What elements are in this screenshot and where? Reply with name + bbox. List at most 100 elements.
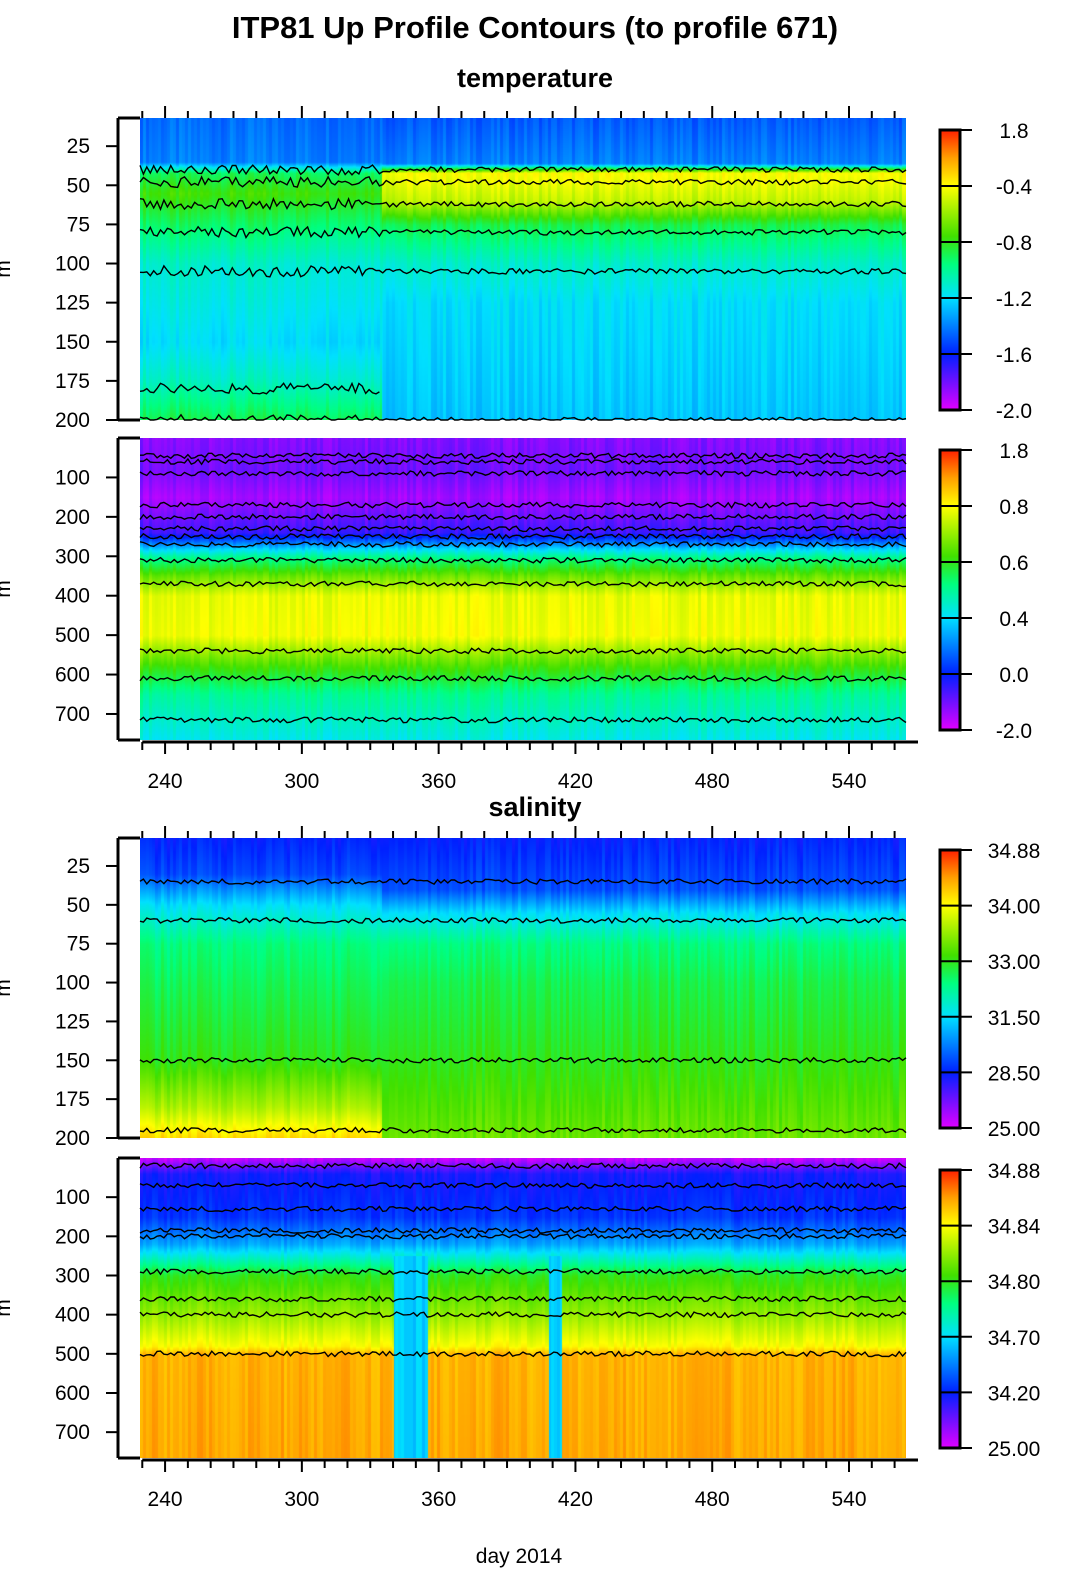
x-tick-label: 480 <box>695 1488 730 1511</box>
x-tick-label: 300 <box>284 770 319 793</box>
contour-line <box>139 580 907 588</box>
colorbar-label: 34.84 <box>988 1216 1041 1239</box>
contour-line <box>139 264 907 278</box>
colorbar <box>938 448 962 732</box>
y-tick-label: 100 <box>55 972 90 995</box>
colorbar <box>938 1168 962 1450</box>
salinity-subtitle: salinity <box>488 792 582 822</box>
colorbar-label: 31.50 <box>988 1007 1041 1030</box>
contour-line <box>139 501 907 509</box>
contour-line <box>139 556 907 564</box>
y-tick-label: 200 <box>55 506 90 529</box>
contour-line <box>139 413 907 422</box>
contour-line <box>139 1126 907 1135</box>
y-tick-label: 25 <box>67 135 90 158</box>
colorbar-label: 25.00 <box>988 1438 1041 1461</box>
x-tick-label: 360 <box>421 1488 456 1511</box>
contour-line <box>139 1350 907 1358</box>
y-tick-label: 150 <box>55 1049 90 1072</box>
y-tick-label: 200 <box>55 409 90 432</box>
x-tick-label: 360 <box>421 770 456 793</box>
y-axis-label: m <box>0 979 15 997</box>
contour-line <box>139 164 907 177</box>
colorbar <box>938 848 962 1130</box>
contour-line <box>139 916 907 925</box>
heatmap-temperature-lower <box>140 438 906 740</box>
y-tick-label: 75 <box>67 213 90 236</box>
colorbar-label: -2.0 <box>996 720 1032 743</box>
y-tick-label: 300 <box>55 545 90 568</box>
y-tick-label: 175 <box>55 370 90 393</box>
colorbar-label: -0.8 <box>996 232 1032 255</box>
y-tick-label: 100 <box>55 253 90 276</box>
colorbar-label: 25.00 <box>988 1118 1041 1141</box>
contour-line <box>139 1181 907 1190</box>
y-tick-label: 125 <box>55 292 90 315</box>
heatmap-salinity-upper <box>140 838 906 1138</box>
colorbar-label: 0.4 <box>999 608 1029 631</box>
contour-line <box>139 381 380 395</box>
colorbar-label: 1.8 <box>999 120 1028 143</box>
y-tick-label: 150 <box>55 331 90 354</box>
colorbar-label: 34.70 <box>988 1327 1041 1350</box>
colorbar-label: 0.6 <box>999 552 1028 575</box>
contour-line <box>139 1232 907 1240</box>
colorbar-label: 0.0 <box>999 664 1028 687</box>
x-tick-label: 420 <box>558 1488 593 1511</box>
contour-line <box>139 1205 907 1213</box>
colorbar-label: 34.00 <box>988 896 1041 919</box>
x-tick-label: 540 <box>831 1488 866 1511</box>
y-tick-label: 200 <box>55 1225 90 1248</box>
y-tick-label: 175 <box>55 1088 90 1111</box>
contour-line <box>139 1310 907 1319</box>
chart-title: ITP81 Up Profile Contours (to profile 67… <box>231 10 839 45</box>
y-tick-label: 100 <box>55 1186 90 1209</box>
y-tick-label: 700 <box>55 1421 90 1444</box>
x-tick-label: 240 <box>148 1488 183 1511</box>
contour-line <box>139 532 907 541</box>
colorbar <box>938 128 962 412</box>
contour-line <box>139 175 907 189</box>
colorbar-label: 34.88 <box>988 840 1041 863</box>
contour-line <box>139 513 907 521</box>
contour-line <box>139 1162 907 1170</box>
x-tick-label: 300 <box>284 1488 319 1511</box>
y-tick-label: 50 <box>67 894 90 917</box>
contour-line <box>139 716 907 724</box>
contour-line <box>139 196 907 212</box>
contour-line <box>139 540 907 549</box>
y-tick-label: 500 <box>55 624 90 647</box>
y-tick-label: 700 <box>55 703 90 726</box>
colorbar-label: 33.00 <box>988 951 1041 974</box>
y-tick-label: 300 <box>55 1264 90 1287</box>
x-tick-label: 420 <box>558 770 593 793</box>
contour-line <box>139 877 907 886</box>
y-tick-label: 600 <box>55 664 90 687</box>
contour-line <box>139 225 907 239</box>
colorbar-label: -0.4 <box>996 176 1033 199</box>
y-axis-label: m <box>0 260 15 278</box>
contour-line <box>140 457 907 466</box>
colorbar-label: 28.50 <box>988 1062 1041 1085</box>
colorbar-label: 34.80 <box>988 1271 1041 1294</box>
y-tick-label: 100 <box>55 466 90 489</box>
contour-line <box>139 469 907 478</box>
contour-line <box>139 647 907 655</box>
contour-line <box>139 1056 907 1064</box>
colorbar-label: -2.0 <box>996 400 1032 423</box>
colorbar-label: -1.6 <box>996 344 1032 367</box>
contour-line <box>139 674 907 683</box>
x-tick-label: 480 <box>695 770 730 793</box>
y-tick-label: 50 <box>67 174 90 197</box>
y-axis-label: m <box>0 580 15 598</box>
y-axis-label: m <box>0 1299 15 1317</box>
x-tick-label: 540 <box>831 770 866 793</box>
y-tick-label: 600 <box>55 1382 90 1405</box>
y-tick-label: 400 <box>55 1304 90 1327</box>
contour-line <box>139 1267 907 1276</box>
colorbar-label: 34.20 <box>988 1382 1041 1405</box>
contour-line <box>140 452 907 460</box>
y-tick-label: 500 <box>55 1343 90 1366</box>
